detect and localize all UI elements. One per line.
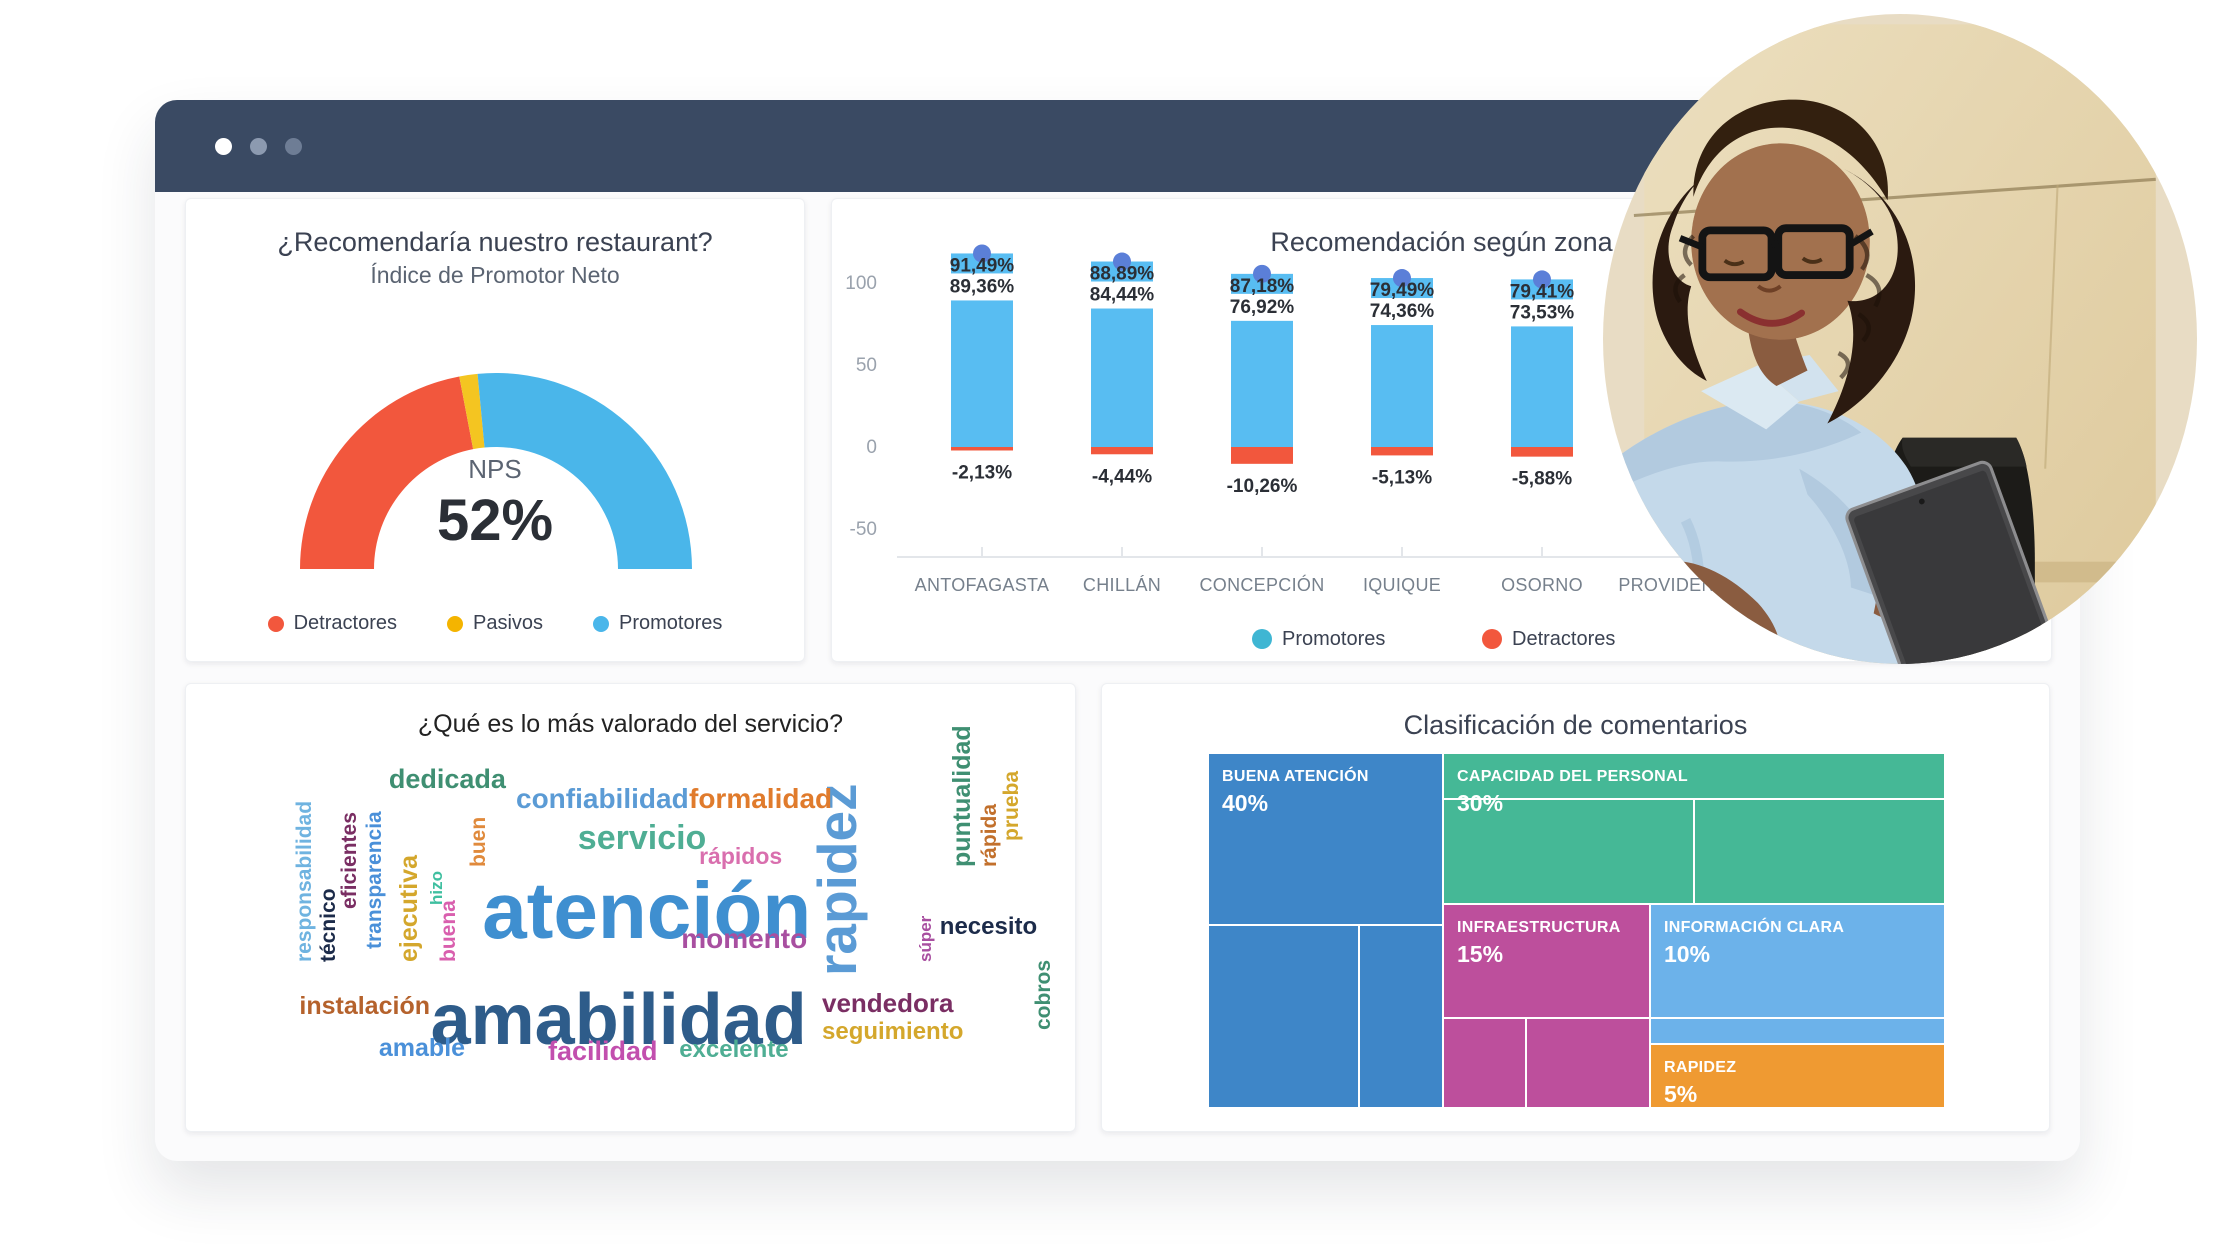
svg-text:0: 0 <box>866 437 877 458</box>
svg-text:-2,13%: -2,13% <box>952 462 1012 483</box>
svg-text:5%: 5% <box>1664 1081 1697 1107</box>
svg-text:50: 50 <box>856 355 877 376</box>
svg-text:ANTOFAGASTA: ANTOFAGASTA <box>915 575 1050 595</box>
svg-text:RAPIDEZ: RAPIDEZ <box>1664 1059 1736 1076</box>
svg-text:100: 100 <box>845 273 877 294</box>
svg-text:INFRAESTRUCTURA: INFRAESTRUCTURA <box>1457 919 1621 936</box>
svg-text:74,36%: 74,36% <box>1370 301 1435 322</box>
svg-text:91,49%: 91,49% <box>950 255 1015 276</box>
svg-text:73,53%: 73,53% <box>1510 302 1575 323</box>
svg-text:-5,88%: -5,88% <box>1512 469 1572 490</box>
svg-text:Detractores: Detractores <box>1512 628 1615 650</box>
svg-text:87,18%: 87,18% <box>1230 276 1295 297</box>
svg-text:10%: 10% <box>1664 941 1710 967</box>
svg-text:-5,13%: -5,13% <box>1372 467 1432 488</box>
svg-text:76,92%: 76,92% <box>1230 297 1295 318</box>
svg-text:CAPACIDAD DEL PERSONAL: CAPACIDAD DEL PERSONAL <box>1457 768 1688 785</box>
svg-text:79,49%: 79,49% <box>1370 280 1435 301</box>
svg-text:40%: 40% <box>1222 790 1268 816</box>
svg-text:84,44%: 84,44% <box>1090 285 1155 306</box>
svg-text:IQUIQUE: IQUIQUE <box>1363 575 1441 595</box>
svg-text:88,89%: 88,89% <box>1090 264 1155 285</box>
svg-text:79,41%: 79,41% <box>1510 281 1575 302</box>
svg-text:-10,26%: -10,26% <box>1227 476 1298 497</box>
svg-text:CHILLÁN: CHILLÁN <box>1083 575 1161 595</box>
svg-text:-4,44%: -4,44% <box>1092 466 1152 487</box>
svg-text:-50: -50 <box>850 519 877 540</box>
svg-text:INFORMACIÓN CLARA: INFORMACIÓN CLARA <box>1664 917 1844 936</box>
svg-text:30%: 30% <box>1457 790 1503 816</box>
svg-text:BUENA ATENCIÓN: BUENA ATENCIÓN <box>1222 766 1369 785</box>
svg-text:15%: 15% <box>1457 941 1503 967</box>
svg-text:CONCEPCIÓN: CONCEPCIÓN <box>1199 574 1324 595</box>
svg-text:89,36%: 89,36% <box>950 276 1015 297</box>
svg-text:Promotores: Promotores <box>1282 628 1385 650</box>
svg-text:OSORNO: OSORNO <box>1501 575 1583 595</box>
